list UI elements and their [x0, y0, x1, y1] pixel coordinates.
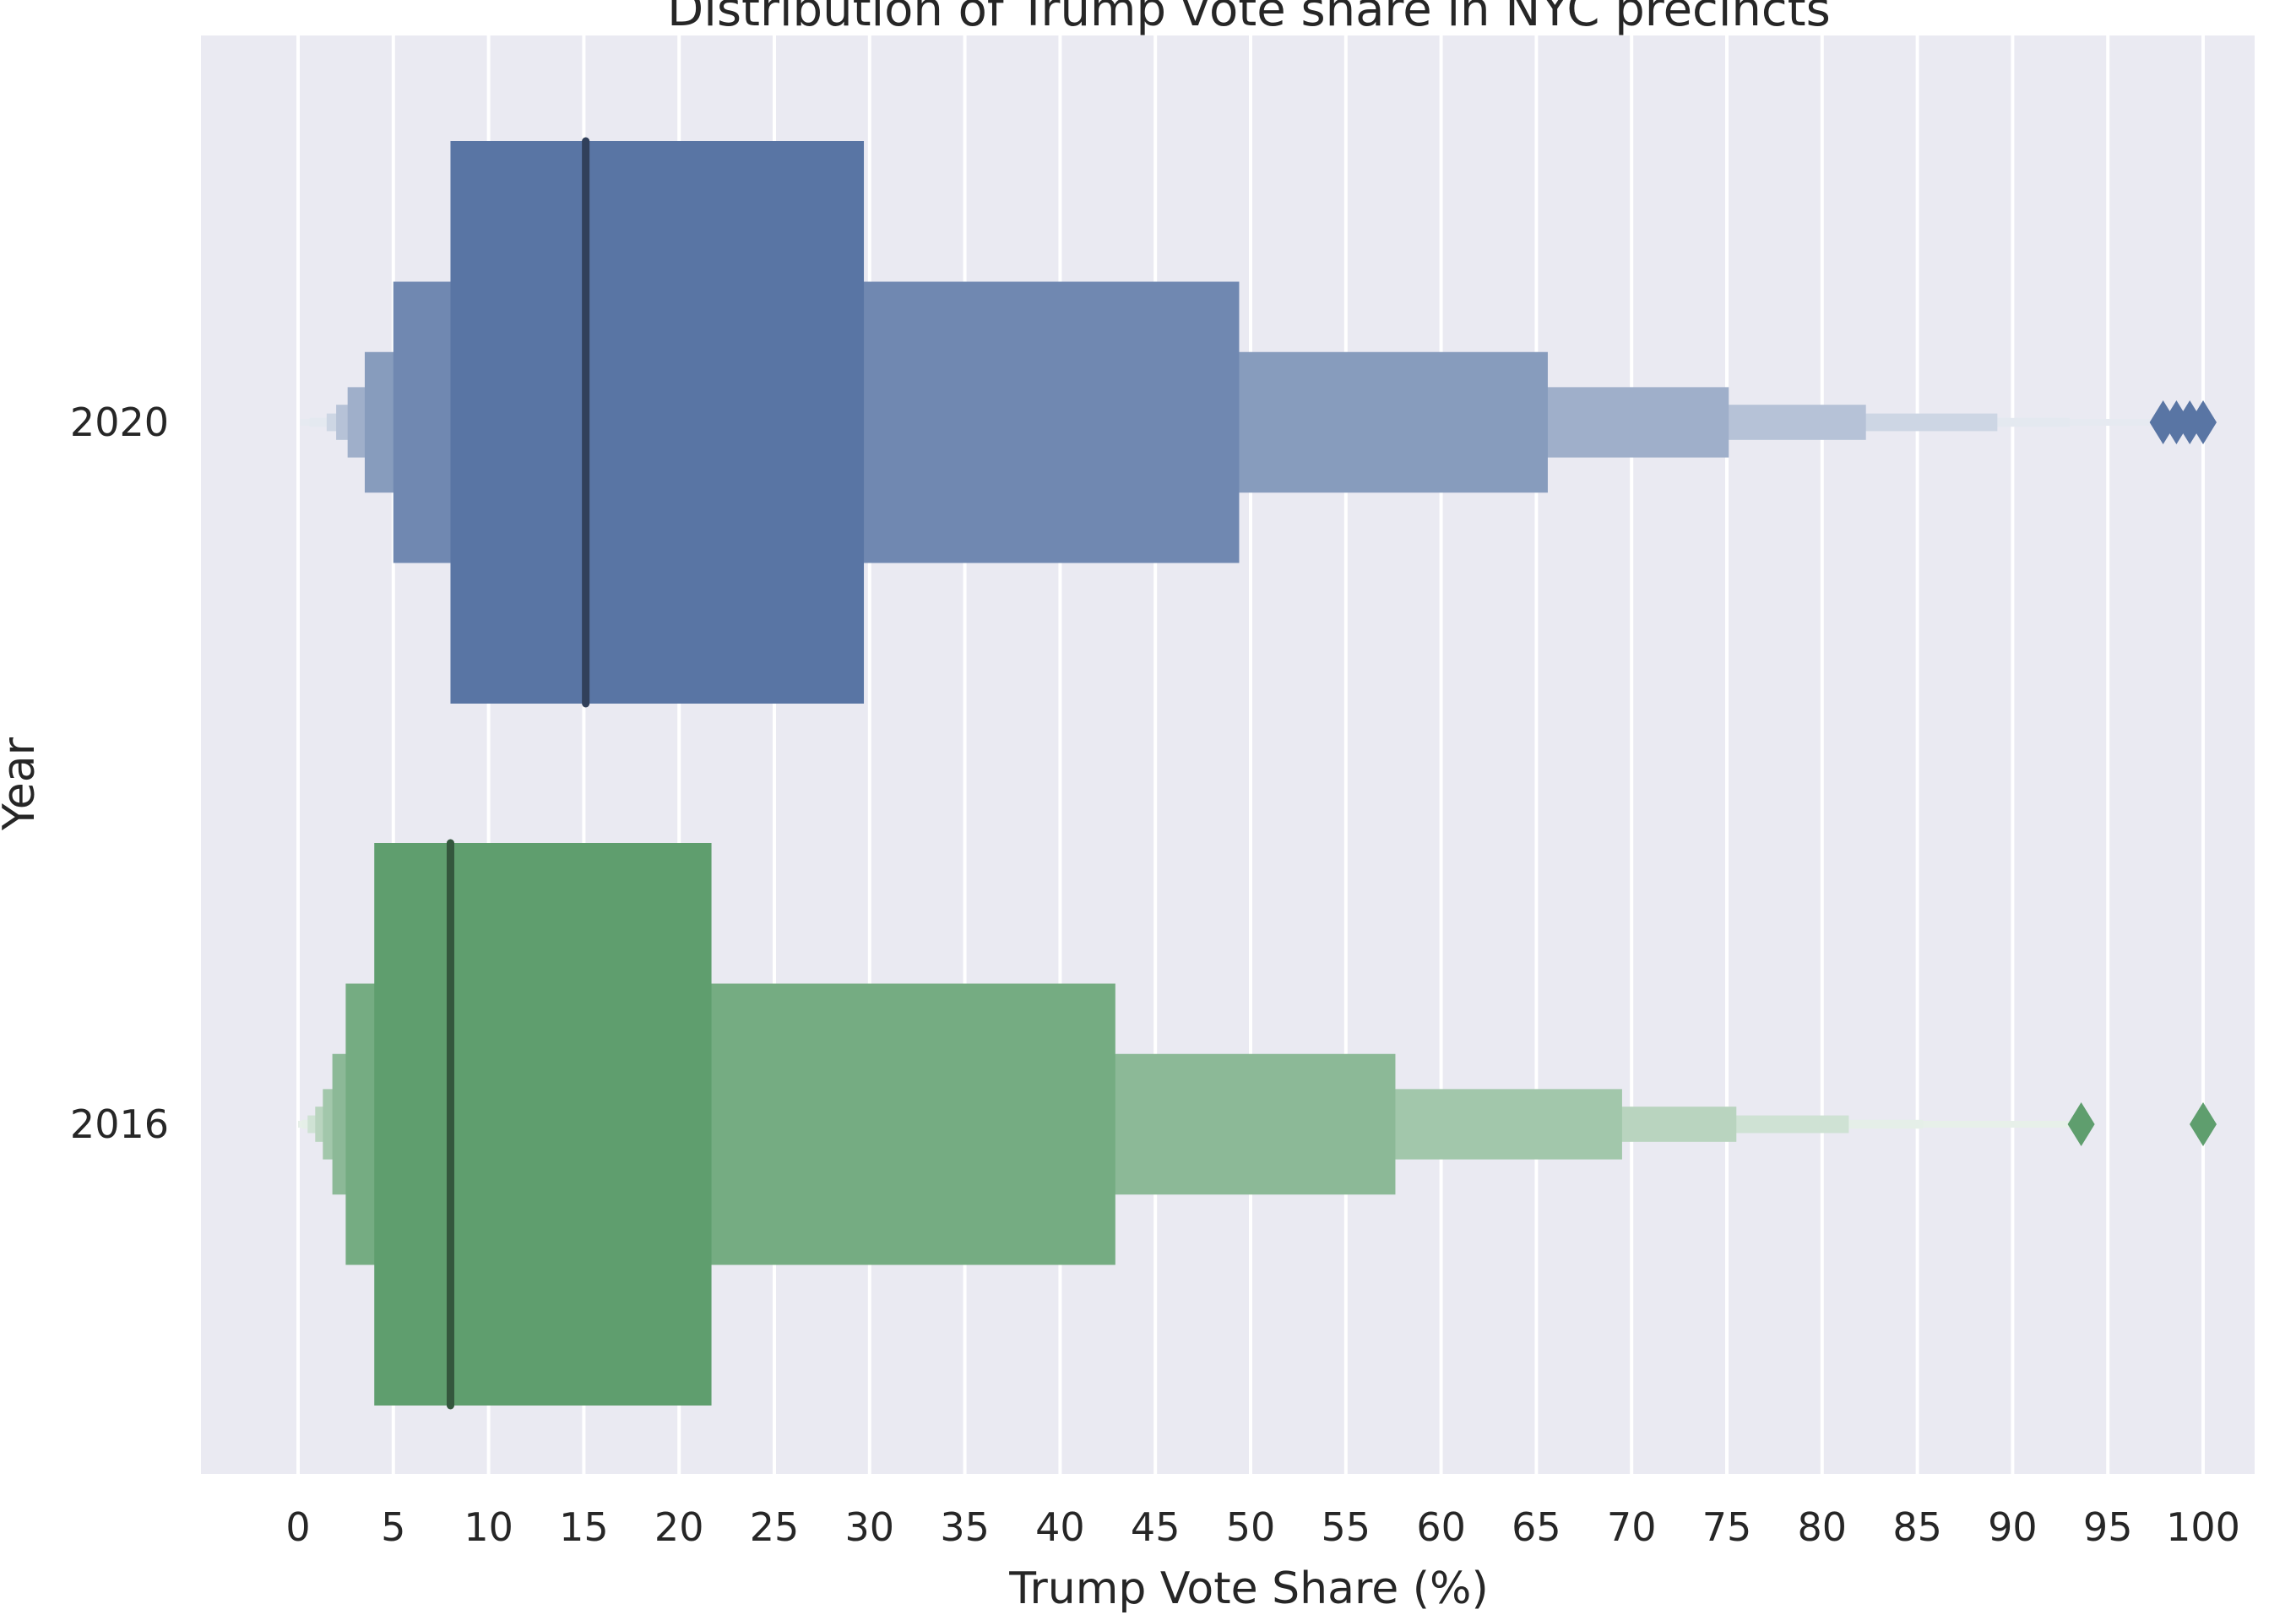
series-2016	[298, 839, 2217, 1410]
series-2020	[300, 137, 2217, 708]
y-axis-label: Year	[0, 737, 45, 831]
x-tick-label-25: 25	[750, 1504, 800, 1550]
x-tick-label-50: 50	[1226, 1504, 1276, 1550]
x-tick-label-80: 80	[1798, 1504, 1848, 1550]
x-tick-label-65: 65	[1512, 1504, 1561, 1550]
x-tick-label-75: 75	[1702, 1504, 1752, 1550]
x-tick-label-15: 15	[559, 1504, 609, 1550]
outlier-2016-0	[2067, 1102, 2095, 1146]
x-tick-label-20: 20	[654, 1504, 704, 1550]
x-tick-label-30: 30	[845, 1504, 895, 1550]
box-2016-level-0	[374, 843, 712, 1406]
x-tick-labels: 0 5 10 15 20 25 30 35 40 45 50 55 60 65 70 75 80 85 90 95 10…	[285, 1504, 2240, 1550]
y-tick-label-2020: 2020	[70, 400, 169, 445]
x-tick-label-90: 90	[1988, 1504, 2038, 1550]
outlier-2020-3	[2190, 400, 2217, 444]
x-tick-label-55: 55	[1322, 1504, 1371, 1550]
outlier-2016-1	[2190, 1102, 2217, 1146]
boxen-series	[298, 137, 2217, 1410]
x-tick-label-0: 0	[285, 1504, 310, 1550]
x-tick-label-40: 40	[1035, 1504, 1085, 1550]
x-tick-label-100: 100	[2166, 1504, 2240, 1550]
chart-title: Distribution of Trump vote share in NYC …	[667, 0, 1831, 37]
box-2020-level-0	[450, 141, 865, 704]
x-tick-label-5: 5	[381, 1504, 405, 1550]
y-tick-label-2016: 2016	[70, 1101, 169, 1147]
x-tick-label-10: 10	[464, 1504, 513, 1550]
x-tick-label-60: 60	[1416, 1504, 1466, 1550]
x-tick-label-85: 85	[1892, 1504, 1942, 1550]
x-tick-label-45: 45	[1131, 1504, 1181, 1550]
y-tick-labels: 2020 2016	[70, 400, 169, 1147]
x-tick-label-35: 35	[940, 1504, 990, 1550]
x-tick-label-70: 70	[1607, 1504, 1657, 1550]
x-tick-label-95: 95	[2083, 1504, 2133, 1550]
x-axis-label: Trump Vote Share (%)	[1008, 1563, 1488, 1614]
